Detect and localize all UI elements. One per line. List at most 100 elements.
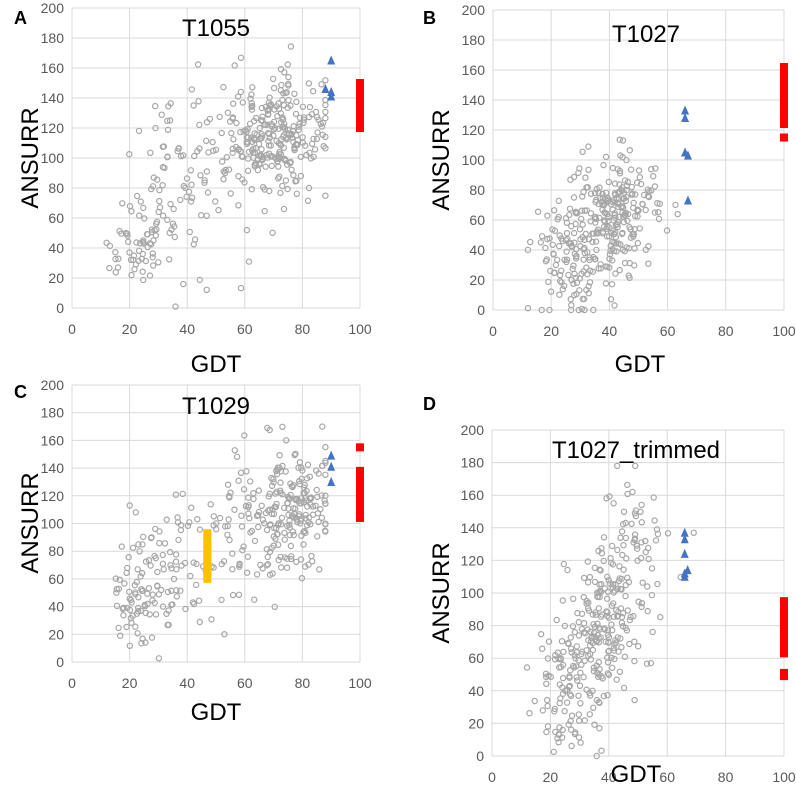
data-point (629, 190, 636, 197)
data-point (195, 98, 202, 105)
data-point (648, 591, 656, 599)
data-point (575, 306, 582, 314)
data-point (224, 481, 232, 488)
panel-B: 0 20 40 60 80 100 120 140 160 180 200 0 20 40 60 80 100 B… (423, 2, 796, 378)
data-point (559, 597, 567, 604)
data-point (543, 673, 550, 681)
data-point (203, 543, 212, 552)
data-point (575, 169, 582, 177)
data-point (322, 471, 329, 478)
data-point (780, 626, 788, 635)
data-point (267, 101, 274, 109)
y-tick-label: 120 (462, 122, 486, 138)
data-point (645, 544, 652, 552)
data-point (119, 200, 126, 207)
data-point (604, 573, 611, 581)
data-point (274, 158, 281, 165)
data-point (570, 662, 577, 670)
data-point (621, 653, 629, 660)
data-point (650, 172, 657, 180)
x-tick-label: 100 (348, 321, 372, 337)
data-point (256, 161, 263, 168)
data-point (663, 227, 671, 234)
data-point (154, 568, 161, 576)
data-point (278, 81, 285, 89)
data-point (201, 179, 208, 186)
data-point (568, 712, 576, 719)
data-point (287, 491, 294, 499)
data-point (557, 277, 564, 285)
data-point (220, 558, 228, 565)
data-point (277, 189, 284, 197)
x-tick-label: 0 (488, 769, 496, 785)
data-point (567, 306, 575, 314)
x-tick-label: 60 (237, 321, 253, 337)
data-point (264, 129, 272, 137)
data-point (621, 195, 628, 202)
y-axis-label: ANSURR (428, 109, 455, 210)
data-point (600, 223, 608, 231)
data-point (112, 575, 120, 582)
series-decoys (524, 136, 681, 314)
data-point (194, 148, 201, 155)
data-point (126, 150, 133, 158)
data-point (250, 135, 258, 142)
data-point (544, 702, 551, 710)
data-point (260, 183, 267, 191)
data-point (543, 680, 550, 688)
data-point (212, 526, 220, 533)
data-point (648, 165, 655, 173)
data-point (126, 502, 133, 509)
panel-D: 0 20 40 60 80 100 120 140 160 180 200 0 20 40 60 80 100 D… (423, 394, 796, 788)
data-point (253, 131, 260, 138)
data-point (583, 686, 590, 693)
data-point (233, 453, 241, 460)
data-point (604, 670, 612, 677)
data-point (558, 734, 566, 741)
data-point (293, 190, 300, 197)
data-point (579, 193, 586, 200)
data-point (633, 542, 641, 549)
data-point (593, 230, 600, 237)
data-point (620, 542, 627, 549)
data-point (156, 204, 164, 211)
data-point (243, 569, 251, 576)
data-point (138, 255, 145, 263)
data-point (234, 93, 242, 100)
data-point (551, 207, 558, 214)
data-point (212, 146, 220, 153)
data-point (539, 645, 546, 652)
data-point (628, 520, 635, 528)
y-tick-label: 100 (41, 150, 65, 166)
data-point (595, 639, 603, 646)
y-tick-label: 20 (48, 626, 64, 642)
data-point (591, 578, 599, 586)
data-point (172, 491, 180, 498)
y-tick-label: 100 (462, 152, 486, 168)
data-point (622, 581, 630, 589)
data-point (600, 692, 608, 700)
data-point (300, 116, 308, 123)
data-point (246, 120, 254, 128)
data-point (578, 270, 585, 277)
data-point (609, 245, 616, 253)
data-point (586, 279, 594, 286)
data-point (299, 103, 307, 111)
data-point (551, 708, 558, 715)
data-point (156, 186, 163, 194)
data-point (151, 102, 159, 110)
data-point (303, 522, 311, 529)
data-point (229, 114, 237, 121)
data-point (553, 616, 560, 624)
data-point (598, 747, 605, 754)
data-point (190, 102, 197, 109)
panel-C: 0 20 40 60 80 100 120 140 160 180 200 0 20 40 60 80 100 C… (14, 377, 372, 726)
data-point (290, 531, 297, 539)
data-point (283, 564, 291, 571)
data-point (559, 661, 567, 669)
data-point (537, 631, 545, 638)
data-point (290, 171, 297, 179)
x-tick-label: 0 (68, 675, 76, 691)
data-point (112, 248, 119, 256)
data-point (590, 230, 597, 237)
